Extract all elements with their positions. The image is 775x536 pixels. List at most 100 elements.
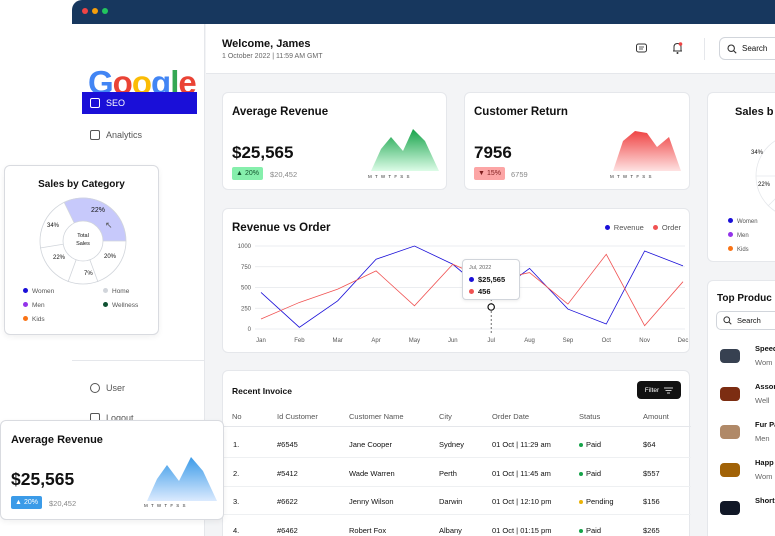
- product-name: Speed: [755, 344, 775, 353]
- table-cell: $156: [643, 497, 660, 506]
- donut-label: 34%: [47, 223, 60, 229]
- product-item[interactable]: Speed Wom: [708, 341, 775, 375]
- close-window-button[interactable]: [82, 8, 88, 14]
- product-name: Assor: [755, 382, 775, 391]
- weekday-label: W: [622, 174, 631, 179]
- table-row[interactable]: 1. #6545 Jane Cooper Sydney 01 Oct | 11:29 a…: [223, 430, 691, 458]
- weekday-label: S: [182, 503, 189, 508]
- customer-return-value: 7956: [474, 143, 512, 162]
- maximize-window-button[interactable]: [102, 8, 108, 14]
- sidebar-item-label: SEO: [106, 98, 126, 108]
- table-header: No Id Customer Customer Name City Order Date…: [223, 407, 691, 427]
- bell-icon[interactable]: [671, 41, 684, 55]
- trend-up-icon: ▲: [15, 499, 22, 506]
- card-title: Top Produc: [717, 293, 772, 304]
- chat-icon[interactable]: [635, 42, 648, 55]
- weekday-label: W: [156, 503, 165, 508]
- table-cell: 1.: [233, 440, 240, 449]
- sidebar-item-seo[interactable]: SEO: [82, 92, 197, 114]
- column-header: No: [232, 412, 242, 421]
- product-thumbnail: [720, 425, 740, 439]
- status-badge: Paid: [579, 469, 601, 478]
- tooltip-marker[interactable]: [487, 303, 495, 311]
- column-header: Amount: [643, 412, 669, 421]
- card-title: Sales by Category: [38, 179, 125, 190]
- x-tick-label: May: [409, 338, 420, 344]
- user-icon: [90, 383, 100, 393]
- revenue-order-line-chart: 1000 750 500 250 0 Jan Feb Mar Apr May Jun Jul Aug Se…: [238, 244, 689, 344]
- weekday-label: T: [388, 174, 395, 179]
- table-row[interactable]: 3. #6622 Jenny Wilson Darwin 01 Oct | 12:10 …: [223, 487, 691, 515]
- right-sales-legend: Women Men Kids: [728, 215, 758, 257]
- search-input[interactable]: Search: [719, 37, 775, 60]
- product-item[interactable]: Assor Well: [708, 379, 775, 413]
- logo-letter: g: [151, 64, 171, 101]
- table-row[interactable]: 4. #6462 Robert Fox Albany 01 Oct | 01:15 pm…: [223, 516, 691, 536]
- table-cell: 3.: [233, 497, 240, 506]
- product-name: Short: [755, 496, 775, 505]
- table-cell: Albany: [439, 525, 462, 535]
- x-tick-label: Mar: [333, 338, 343, 344]
- product-item[interactable]: Short: [708, 493, 775, 527]
- table-cell: $557: [643, 468, 660, 478]
- donut-label: 7%: [84, 271, 93, 277]
- x-tick-label: Jan: [256, 338, 266, 344]
- previous-value: 6759: [511, 170, 528, 179]
- weekday-label: S: [406, 174, 413, 179]
- sidebar-item-label: Analytics: [106, 130, 143, 140]
- sidebar-item-user[interactable]: User: [82, 377, 197, 399]
- product-category: Wom: [755, 358, 773, 367]
- weekday-label: M: [368, 174, 375, 179]
- donut-label: 22%: [53, 255, 66, 261]
- table-cell: 01 Oct | 12:10 pm: [492, 497, 552, 506]
- revenue-order-card: Revenue vs Order Revenue Order 1000 750 50…: [222, 208, 690, 353]
- product-item[interactable]: Fur Pa Men: [708, 417, 775, 451]
- donut-label: 22%: [758, 182, 771, 188]
- y-tick-label: 0: [248, 327, 252, 333]
- weekday-label: W: [380, 174, 389, 179]
- tooltip-order: 456: [469, 287, 491, 296]
- table-row[interactable]: 2. #5412 Wade Warren Perth 01 Oct | 11:45 am…: [223, 459, 691, 487]
- filter-button[interactable]: Filter: [637, 381, 681, 399]
- right-sales-card: Sales b 34% 22% Women Men Kids: [707, 92, 775, 262]
- top-products-card: Top Produc Search Speed Wom Assor Well Fur P…: [707, 280, 775, 536]
- weekday-label: T: [164, 503, 171, 508]
- product-thumbnail: [720, 501, 740, 515]
- x-tick-label: Sep: [563, 338, 574, 344]
- status-dot: [579, 471, 583, 476]
- y-tick-label: 500: [241, 286, 252, 292]
- growth-badge: ▲ 20%: [232, 167, 263, 180]
- average-revenue-card: Average Revenue $25,565 ▲ 20% $20,452 MTW…: [222, 92, 447, 190]
- customer-return-card: Customer Return 7956 ▼ 15% 6759 MTWTFSS: [464, 92, 690, 190]
- legend-item: Women: [728, 215, 758, 229]
- legend-item: Men: [23, 302, 45, 309]
- cursor-icon: ↖: [105, 220, 113, 230]
- product-item[interactable]: Happ Wom: [708, 455, 775, 489]
- table-cell: Perth: [439, 468, 457, 478]
- y-tick-label: 1000: [238, 244, 252, 250]
- legend-item: Kids: [23, 316, 45, 323]
- average-revenue-value: $25,565: [11, 469, 75, 489]
- minimize-window-button[interactable]: [92, 8, 98, 14]
- floating-average-revenue-card: Average Revenue $25,565 ▲ 20% $20,452 MTW…: [0, 420, 224, 520]
- table-cell: $265: [643, 525, 660, 535]
- header: Welcome, James 1 October 2022 | 11:59 AM…: [206, 24, 775, 74]
- sales-by-category-card: Sales by Category Total Sales 22% ↖ 20% …: [4, 165, 159, 335]
- table-cell: Jenny Wilson: [349, 497, 394, 506]
- product-search-input[interactable]: Search: [716, 311, 775, 330]
- status-dot: [579, 443, 583, 447]
- recent-invoice-card: Recent Invoice Filter No Id Customer Custo…: [222, 370, 691, 536]
- table-cell: 2.: [233, 468, 240, 478]
- product-category: Well: [755, 396, 770, 405]
- x-tick-label: Jun: [448, 338, 458, 344]
- search-icon: [723, 316, 732, 325]
- weekday-labels: MTWTFSS: [368, 174, 413, 179]
- legend-item: Men: [728, 229, 758, 243]
- tooltip-revenue: $25,565: [469, 275, 505, 284]
- weekday-labels: MTWTFSS: [144, 503, 189, 508]
- logo-letter: l: [170, 64, 179, 101]
- sidebar-item-analytics[interactable]: Analytics: [82, 124, 197, 146]
- x-tick-label: Aug: [524, 338, 535, 344]
- donut-label: 22%: [91, 207, 106, 214]
- chart-title: Revenue vs Order: [232, 222, 331, 234]
